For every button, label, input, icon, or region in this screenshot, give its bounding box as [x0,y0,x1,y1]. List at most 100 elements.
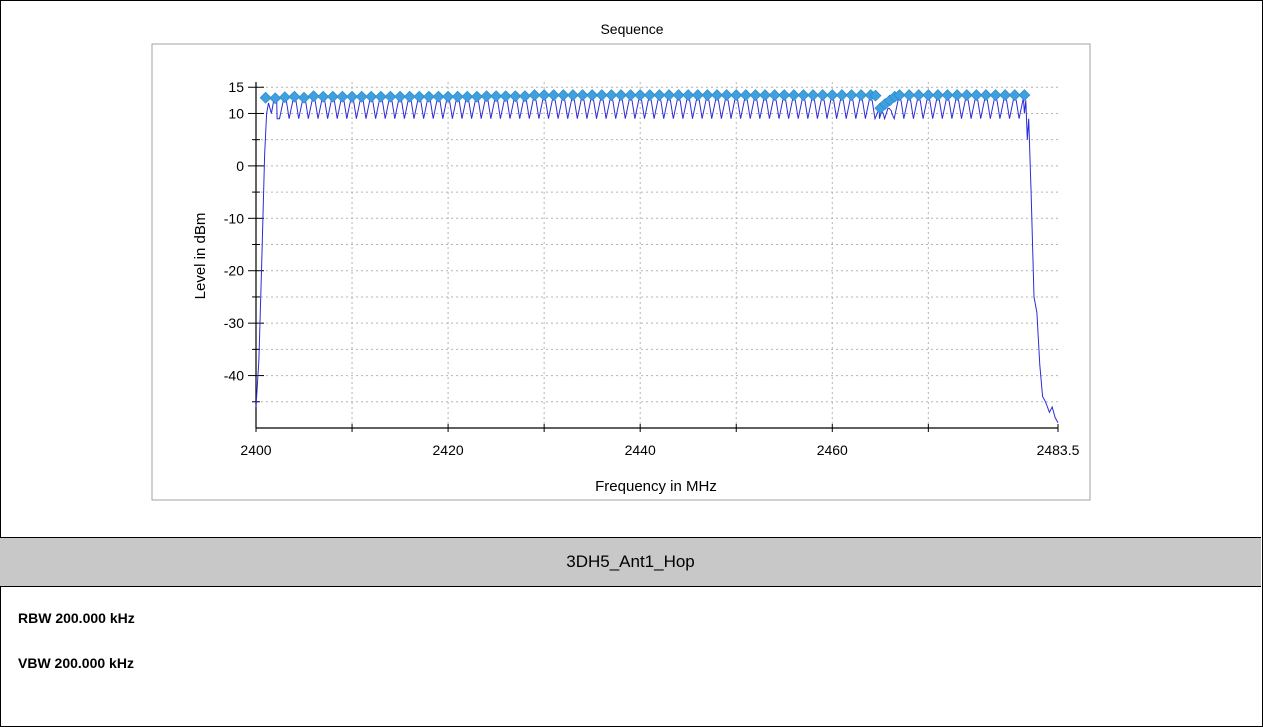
x-axis-label: Frequency in MHz [595,478,717,495]
channel-marker [346,90,358,103]
chart-panel [151,43,1091,501]
channel-marker [557,89,570,102]
channel-marker [269,92,282,105]
vbw-setting: VBW 200.000 kHz [18,655,134,671]
channel-marker [941,89,954,102]
grid [256,82,1058,428]
channel-marker [980,89,992,102]
channel-marker [989,89,1002,102]
channel-marker [759,89,771,102]
channel-marker [720,89,733,102]
channel-marker [932,89,944,102]
y-tick-label: -10 [224,210,244,226]
y-tick-label: -30 [224,315,244,331]
channel-marker [1008,89,1021,102]
channel-marker [336,90,349,103]
channel-marker [384,90,397,103]
channel-marker [970,89,983,102]
chart-cell: Sequence 2400 2420 2440 2460 2483.5 15 10 0 -10 -… [0,21,1261,538]
channel-marker [1018,89,1031,102]
channel-marker [787,89,800,102]
tick-labels: 2400 2420 2440 2460 2483.5 15 10 0 -10 -20 -30 -40 [224,79,1080,458]
channel-marker [413,90,426,103]
y-tick-label: 15 [228,79,244,95]
channel-marker [480,90,493,103]
y-tick-label: 0 [236,158,244,174]
channel-marker [547,89,560,102]
chart-title: Sequence [600,21,663,37]
channel-marker [538,89,551,102]
channel-marker [422,90,435,103]
channel-marker [711,89,723,102]
channel-marker [615,89,627,102]
channel-marker [855,89,868,102]
channel-marker [528,89,541,102]
channel-marker [365,90,378,103]
x-tick-label: 2483.5 [1037,442,1080,458]
axes [248,82,1059,432]
channel-marker [374,90,387,103]
channel-marker [653,89,666,102]
sequence-chart: Sequence 2400 2420 2440 2460 2483.5 15 10 0 -10 -… [151,21,1091,501]
channel-marker [893,89,906,102]
channel-marker [470,90,483,103]
channel-marker [576,89,589,102]
channel-marker [595,89,608,102]
channel-marker [499,90,512,103]
channel-marker [682,89,695,102]
channel-marker [634,89,647,102]
channel-marker [605,89,618,102]
channel-marker [355,90,368,103]
x-tick-label: 2420 [433,442,464,458]
channel-marker [869,89,882,102]
channel-marker [278,91,291,104]
channel-marker [663,89,675,102]
channel-marker [317,90,330,103]
channel-marker [797,89,810,102]
channel-marker [691,89,704,102]
channel-marker [519,90,531,103]
x-tick-label: 2440 [625,442,656,458]
channel-marker [999,89,1012,102]
channel-marker [807,89,820,102]
channel-marker [326,90,339,103]
y-axis-label: Level in dBm [192,213,209,300]
channel-marker [951,89,964,102]
channel-marker [432,90,445,103]
x-tick-label: 2460 [817,442,848,458]
channel-marker [403,90,416,103]
channel-marker [307,90,320,103]
channel-marker [960,89,973,102]
rbw-setting: RBW 200.000 kHz [18,610,135,626]
channel-marker [835,89,848,102]
channel-marker [490,90,503,103]
channel-marker [672,89,685,102]
channel-marker [826,89,839,102]
channel-marker [394,90,406,103]
channel-marker [922,89,935,102]
channel-marker [739,89,752,102]
channel-marker [567,89,579,102]
channel-marker [288,90,301,103]
channel-marker [749,89,762,102]
channel-marker [903,89,916,102]
channel-marker [442,90,455,103]
y-tick-label: -40 [224,368,244,384]
channel-marker [298,91,310,104]
channel-marker [768,89,781,102]
channel-marker [461,90,474,103]
channel-marker [912,89,925,102]
channel-marker [451,90,464,103]
channel-marker [509,90,522,103]
channel-marker [586,89,599,102]
channel-marker [845,89,858,102]
y-tick-label: -20 [224,263,244,279]
channel-marker [643,89,656,102]
channel-marker [778,89,791,102]
test-caption: 3DH5_Ant1_Hop [0,538,1261,587]
channel-marker [816,89,829,102]
y-tick-label: 10 [228,105,244,121]
channel-marker [624,89,637,102]
channel-marker [730,89,743,102]
channel-marker [701,89,714,102]
